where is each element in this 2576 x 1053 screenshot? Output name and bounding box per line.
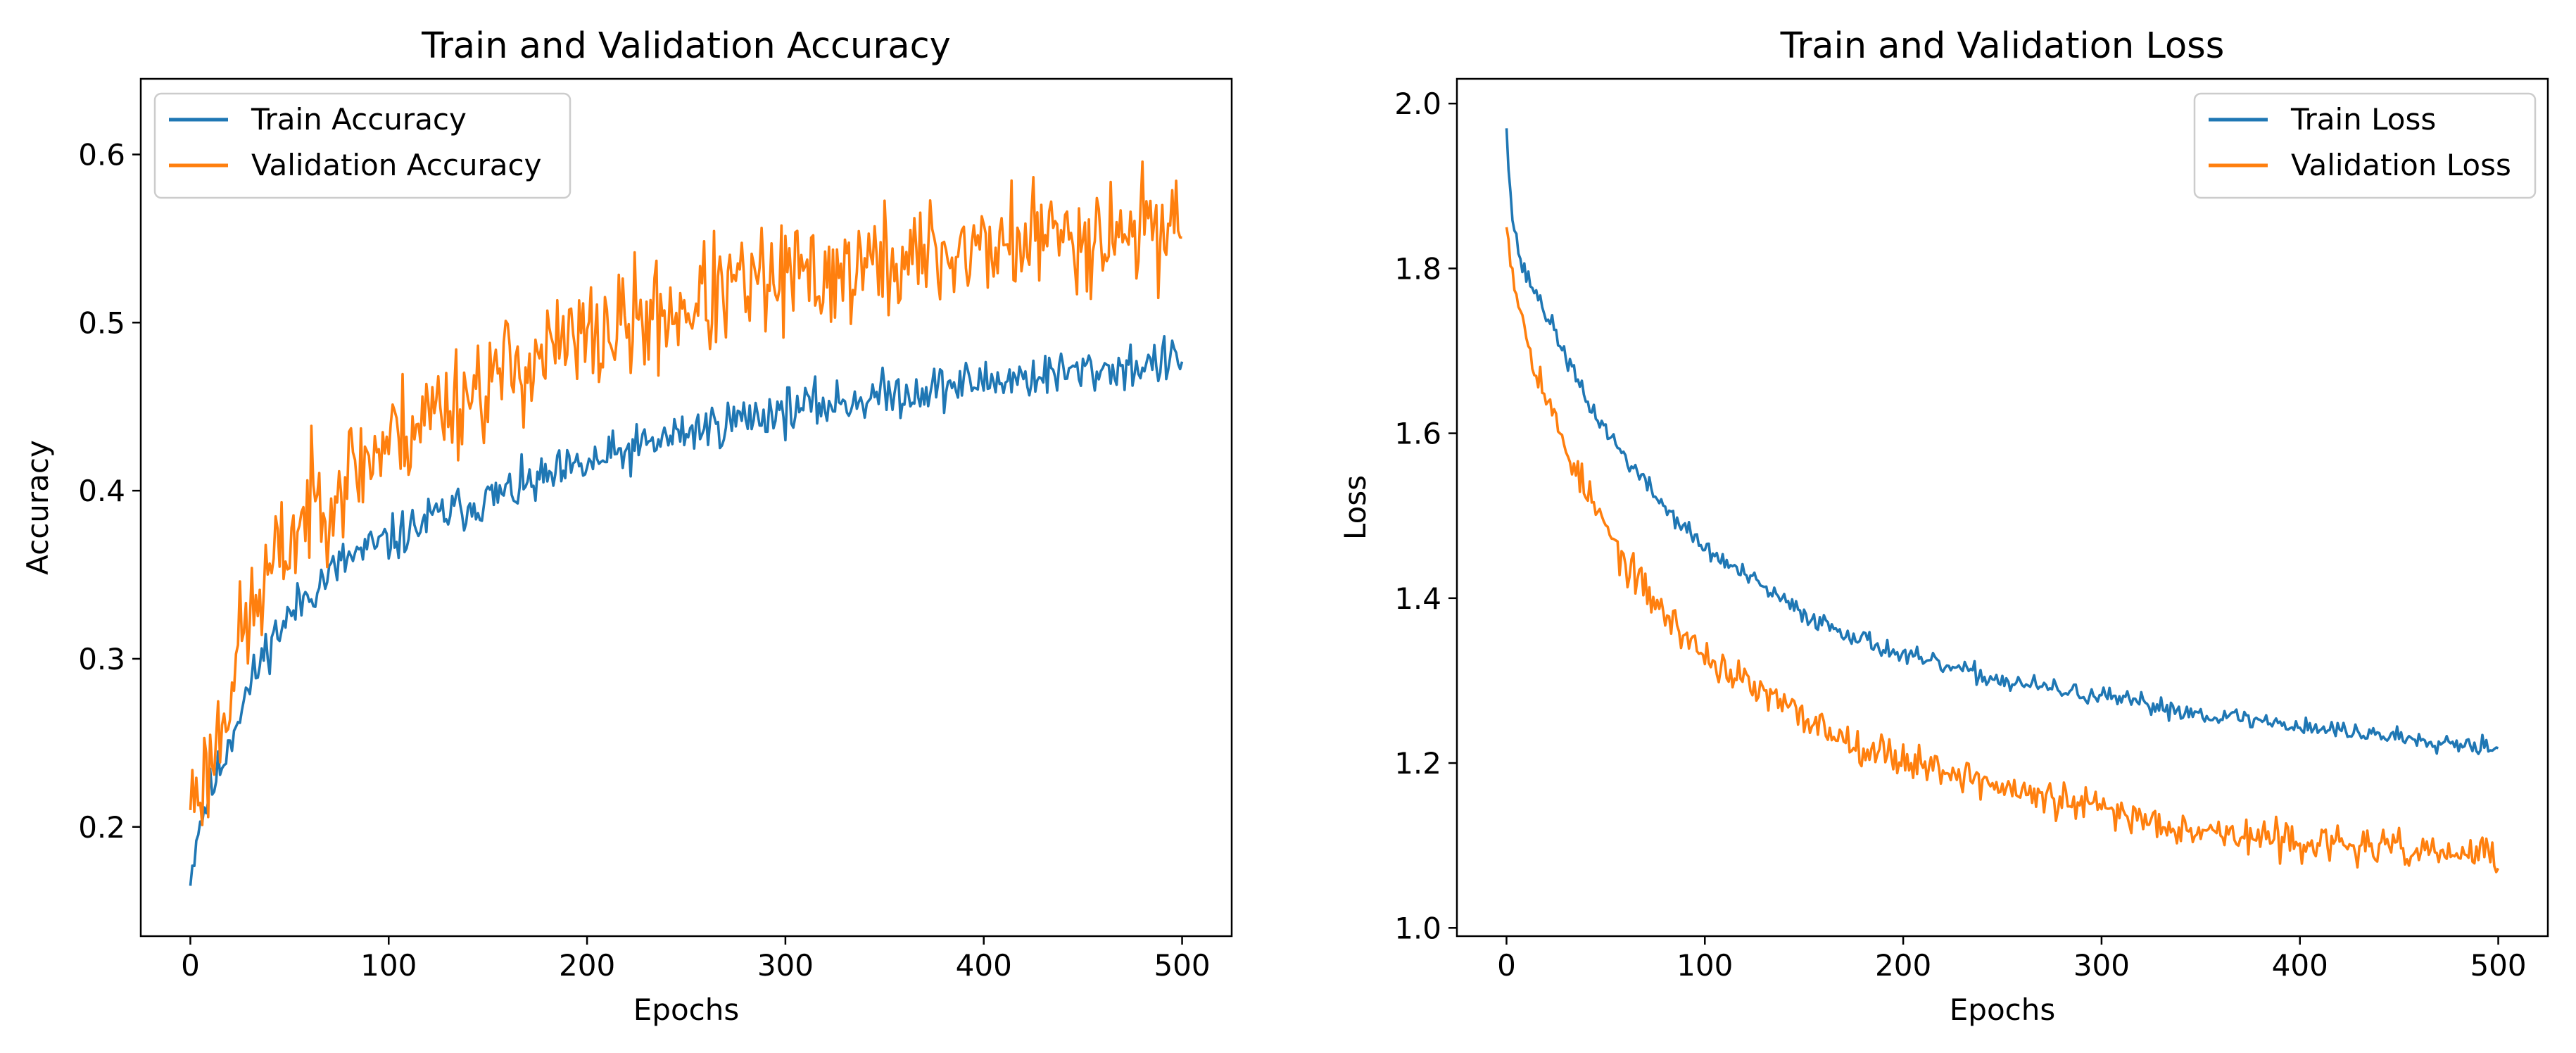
legend-label-train-loss: Train Loss: [2290, 102, 2436, 137]
accuracy-y-tick-label: 0.5: [78, 305, 125, 340]
accuracy-subplot: Train and Validation Accuracy 0 100 200 300…: [20, 25, 1233, 1027]
loss-subplot: Train and Validation Loss 0 100 200 300 400 5…: [1338, 25, 2549, 1027]
accuracy-tick-layer: 0 100 200 300 400 500 0.2 0.3 0.4 0.5 0.6: [78, 137, 1210, 983]
accuracy-legend-box: [153, 92, 572, 199]
accuracy-y-axis-label: Accuracy: [20, 440, 55, 575]
loss-legend-box: [2193, 92, 2537, 199]
loss-y-tick-label: 1.4: [1394, 581, 1441, 616]
accuracy-legend: Train Accuracy Validation Accuracy: [153, 92, 572, 199]
accuracy-plot-border: [139, 77, 1233, 938]
loss-y-tick-label: 1.2: [1394, 746, 1441, 781]
loss-y-tick-label: 1.8: [1394, 251, 1441, 286]
legend-label-validation-loss: Validation Loss: [2291, 148, 2511, 182]
loss-tick-layer: 0 100 200 300 400 500 1.0 1.2 1.4 1.6 1.8 2.0: [1394, 87, 2526, 983]
loss-x-tick-label: 400: [2272, 948, 2328, 983]
legend-label-train-accuracy: Train Accuracy: [251, 102, 467, 137]
loss-series-layer: [1505, 128, 2500, 874]
accuracy-chart-title: Train and Validation Accuracy: [421, 25, 951, 67]
loss-legend: Train Loss Validation Loss: [2193, 92, 2537, 199]
accuracy-x-tick-label: 100: [360, 948, 417, 983]
accuracy-y-tick-label: 0.6: [78, 137, 125, 172]
loss-x-tick-label: 100: [1677, 948, 1733, 983]
loss-x-tick-label: 200: [1875, 948, 1931, 983]
loss-x-tick-label: 500: [2470, 948, 2526, 983]
accuracy-y-tick-label: 0.2: [78, 810, 125, 845]
series-line-validation-accuracy: [189, 160, 1182, 826]
accuracy-y-tick-label: 0.4: [78, 474, 125, 508]
series-line-train-loss: [1505, 128, 2499, 755]
loss-chart-title: Train and Validation Loss: [1780, 25, 2225, 67]
accuracy-x-tick-label: 500: [1154, 948, 1210, 983]
legend-label-validation-accuracy: Validation Accuracy: [251, 148, 542, 182]
accuracy-x-tick-label: 400: [956, 948, 1012, 983]
loss-plot-border: [1456, 77, 2549, 938]
loss-plot-frame: [1457, 79, 2548, 936]
loss-y-tick-label: 2.0: [1394, 87, 1441, 121]
loss-x-tick-label: 300: [2073, 948, 2130, 983]
loss-y-tick-label: 1.0: [1394, 911, 1441, 945]
loss-y-axis-label: Loss: [1338, 475, 1372, 540]
accuracy-x-tick-label: 300: [757, 948, 814, 983]
accuracy-series-layer: [189, 160, 1184, 886]
accuracy-y-tick-label: 0.3: [78, 642, 125, 676]
accuracy-x-axis-label: Epochs: [633, 992, 740, 1027]
series-line-train-accuracy: [189, 334, 1184, 886]
series-line-validation-loss: [1505, 227, 2500, 874]
accuracy-x-tick-label: 200: [559, 948, 615, 983]
loss-y-tick-label: 1.6: [1394, 417, 1441, 451]
accuracy-x-tick-label: 0: [181, 948, 200, 983]
loss-x-axis-label: Epochs: [1950, 992, 2056, 1027]
loss-x-tick-label: 0: [1497, 948, 1516, 983]
